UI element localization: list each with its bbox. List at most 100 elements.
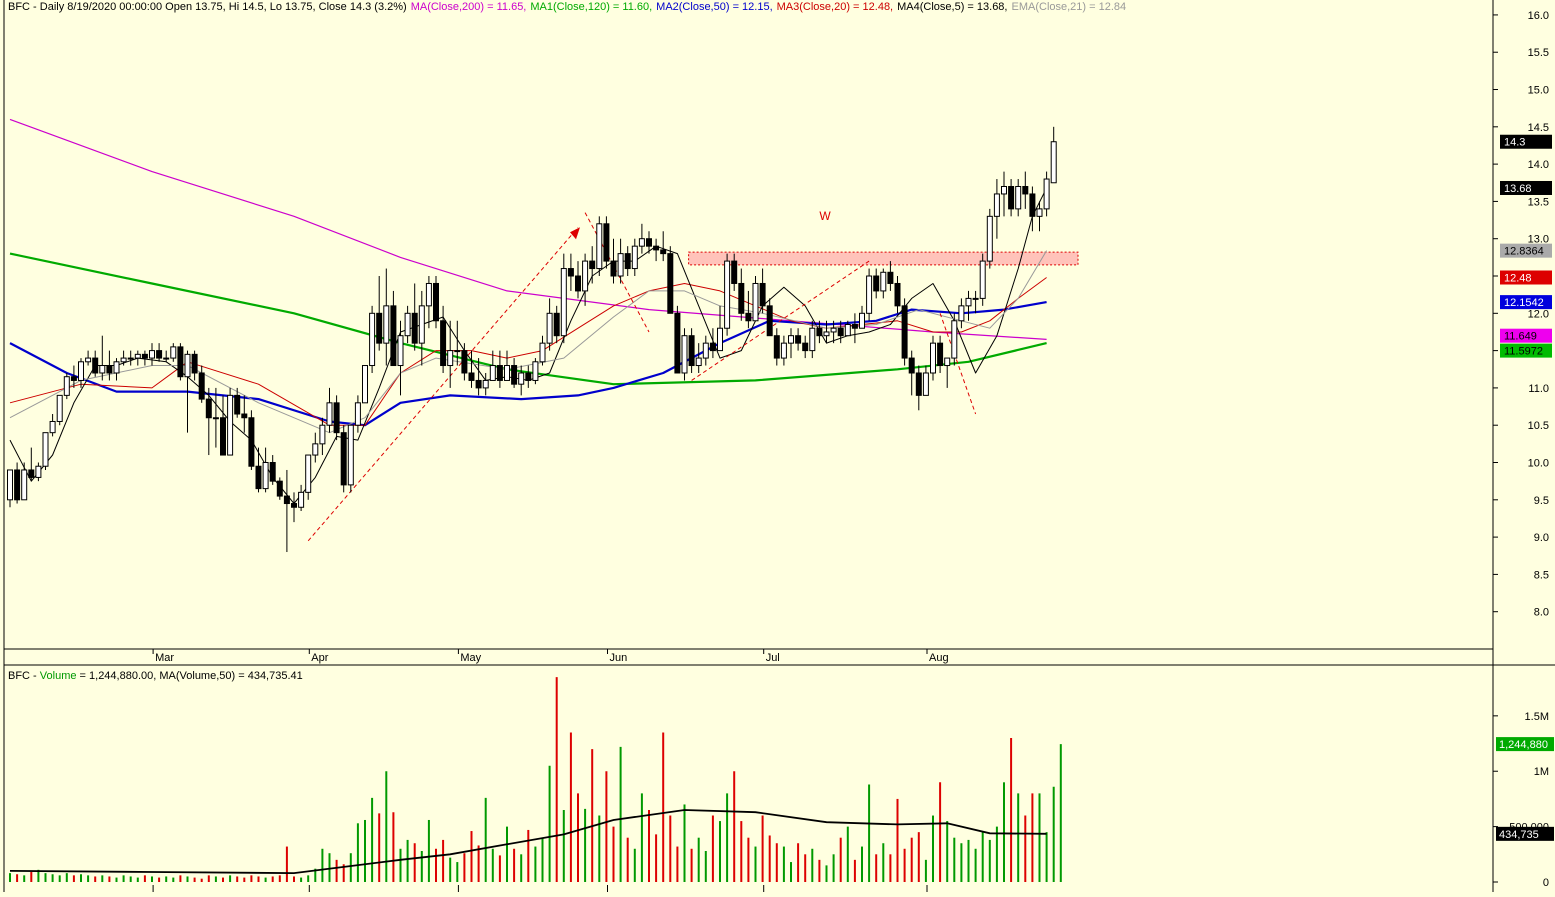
- candle-up: [298, 491, 305, 508]
- candle-up: [35, 465, 42, 478]
- candle-up: [596, 223, 603, 270]
- candle-down: [901, 305, 908, 359]
- trendline: [584, 212, 650, 333]
- candle-up: [482, 379, 489, 389]
- candle-up: [504, 365, 510, 381]
- candle-down: [709, 342, 716, 352]
- candle-up: [489, 365, 496, 381]
- trendline: [307, 227, 579, 542]
- candle-down: [92, 357, 99, 374]
- candle-up: [227, 394, 234, 456]
- candle-up: [724, 260, 731, 329]
- candle-up: [1001, 185, 1007, 195]
- price-tag-value: 12.1542: [1504, 297, 1544, 309]
- candle-up: [42, 432, 49, 467]
- trendlines: [307, 212, 977, 542]
- candle-down: [575, 275, 581, 292]
- ma-line-ma3-close-20-: [9, 277, 1047, 426]
- candle-up: [546, 312, 553, 344]
- candle-up: [986, 215, 993, 262]
- volume-tag-value: 1,244,880: [1499, 739, 1548, 751]
- price-tags: 14.3 13.68 12.8364 12.48 12.1542 11.649 11.597…: [1500, 134, 1552, 358]
- candle-up: [866, 275, 873, 314]
- candle-down: [1029, 193, 1036, 217]
- month-label: Jul: [766, 652, 780, 664]
- candle-up: [617, 253, 624, 277]
- candle-down: [411, 312, 418, 344]
- price-tag-box: [1500, 295, 1552, 310]
- candle-up: [1036, 208, 1043, 217]
- candle-up: [305, 454, 312, 493]
- candle-up: [63, 376, 70, 396]
- price-tag-box: [1500, 343, 1552, 358]
- candle-up: [518, 372, 525, 385]
- candle-down: [759, 282, 766, 307]
- candle-down: [937, 342, 944, 367]
- price-tick-label: 11.0: [1528, 383, 1549, 395]
- candle-up: [1050, 141, 1057, 184]
- candle-down: [908, 357, 915, 374]
- candle-down: [177, 346, 184, 378]
- candle-up: [362, 365, 368, 404]
- price-tick-label: 14.5: [1528, 122, 1549, 134]
- candle-up: [539, 342, 546, 363]
- price-tick-label: 13.0: [1528, 234, 1549, 246]
- price-tag-value: 13.68: [1504, 183, 1532, 195]
- candle-down: [205, 398, 212, 419]
- candle-down: [738, 282, 745, 314]
- candle-down: [816, 327, 823, 337]
- candle-up: [638, 238, 645, 247]
- candle-up: [397, 335, 404, 367]
- trendline: [939, 313, 977, 415]
- candle-down: [141, 353, 148, 359]
- price-tick-label: 9.5: [1534, 495, 1549, 507]
- candlesticks: [7, 126, 1057, 553]
- candle-down: [106, 365, 113, 374]
- price-tick-label: 13.5: [1528, 196, 1549, 208]
- indicator-label: MA2(Close,50) = 12.15,: [656, 1, 772, 13]
- candle-up: [447, 350, 454, 367]
- volume-tick-label: 0: [1543, 877, 1549, 889]
- candle-down: [553, 312, 560, 337]
- candle-down: [624, 253, 631, 270]
- candle-down: [269, 462, 276, 482]
- candle-up: [312, 443, 319, 456]
- candle-up: [404, 312, 411, 337]
- candle-down: [340, 432, 347, 486]
- volume-header-title: BFC - Volume = 1,244,880.00, MA(Volume,5…: [8, 670, 303, 682]
- volume-tag-box: [1496, 737, 1554, 752]
- candle-down: [461, 350, 468, 374]
- trendline: [691, 260, 870, 381]
- candle-down: [660, 249, 667, 255]
- candle-down: [667, 253, 674, 314]
- candle-up: [56, 394, 63, 422]
- candle-down: [646, 238, 652, 247]
- candle-up: [1043, 178, 1050, 210]
- price-tag-value: 14.3: [1504, 137, 1525, 149]
- moving-averages: [9, 118, 1048, 504]
- candle-down: [894, 282, 901, 307]
- price-tag-value: 11.5972: [1504, 346, 1543, 358]
- price-tick-label: 9.0: [1534, 532, 1549, 544]
- volume-tags: 1,244,880 434,735: [1496, 737, 1554, 841]
- candle-up: [21, 469, 28, 501]
- candle-up: [880, 271, 887, 292]
- candle-down: [234, 394, 241, 415]
- volume-tag-value: 434,735: [1499, 829, 1539, 841]
- candle-down: [795, 335, 802, 344]
- price-tick-label: 10.0: [1528, 458, 1549, 470]
- trend-arrow-head: [570, 227, 580, 240]
- price-tag-box: [1500, 180, 1552, 195]
- candle-up: [859, 312, 865, 329]
- candle-up: [369, 312, 376, 367]
- candle-down: [766, 305, 773, 337]
- candle-up: [631, 245, 638, 270]
- candle-down: [390, 305, 397, 367]
- price-tick-label: 16.0: [1528, 10, 1549, 22]
- candle-down: [28, 469, 35, 478]
- candle-down: [376, 312, 383, 344]
- candle-up: [383, 305, 390, 344]
